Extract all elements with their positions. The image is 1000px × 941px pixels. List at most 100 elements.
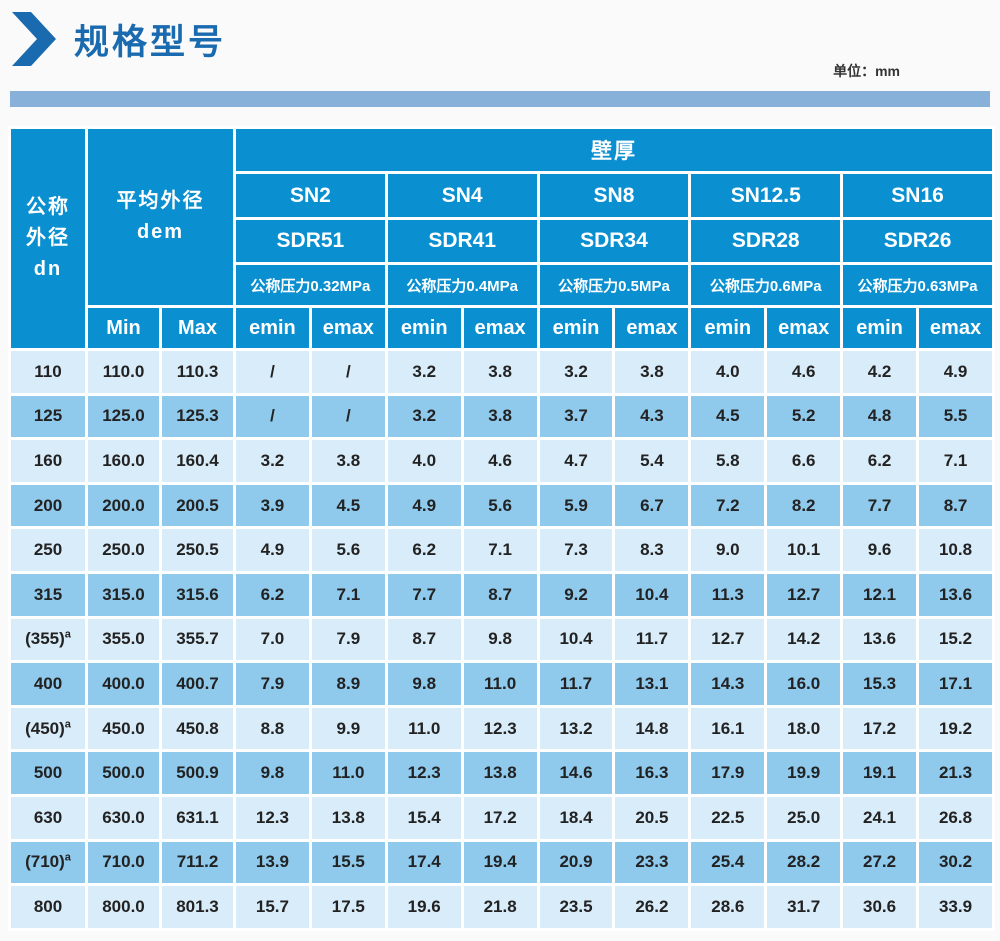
cell-value: 11.0 [386, 706, 462, 751]
header-dem-line2: dem [88, 217, 233, 248]
cell-value: 4.3 [614, 394, 690, 439]
cell-max: 500.9 [161, 751, 235, 796]
cell-min: 355.0 [87, 617, 161, 662]
cell-value: 3.8 [462, 394, 538, 439]
cell-value: 19.9 [766, 751, 842, 796]
cell-dn: (450)a [10, 706, 87, 751]
cell-value: 9.2 [538, 572, 614, 617]
cell-value: 14.8 [614, 706, 690, 751]
cell-value: 7.3 [538, 528, 614, 573]
cell-value: 9.8 [235, 751, 311, 796]
cell-value: 27.2 [842, 840, 918, 885]
cell-value: 21.3 [918, 751, 994, 796]
header-emax: emax [766, 307, 842, 350]
cell-value: 19.2 [918, 706, 994, 751]
cell-value: 5.9 [538, 483, 614, 528]
header-min: Min [87, 307, 161, 350]
cell-dn: (355)a [10, 617, 87, 662]
cell-value: 3.7 [538, 394, 614, 439]
header-emax: emax [462, 307, 538, 350]
cell-value: 14.6 [538, 751, 614, 796]
cell-value: 30.2 [918, 840, 994, 885]
cell-value: 7.7 [842, 483, 918, 528]
header-emin: emin [235, 307, 311, 350]
header-dn-line2: 外径 [11, 223, 85, 254]
cell-dn: 500 [10, 751, 87, 796]
header-emin: emin [538, 307, 614, 350]
cell-value: 8.9 [310, 662, 386, 707]
cell-value: 19.4 [462, 840, 538, 885]
cell-min: 110.0 [87, 350, 161, 395]
cell-dn: 800 [10, 885, 87, 930]
cell-value: 7.7 [386, 572, 462, 617]
cell-max: 400.7 [161, 662, 235, 707]
cell-max: 801.3 [161, 885, 235, 930]
cell-dn: (710)a [10, 840, 87, 885]
cell-max: 711.2 [161, 840, 235, 885]
table-row: 250250.0250.54.95.66.27.17.38.39.010.19.… [10, 528, 994, 573]
cell-value: 20.5 [614, 795, 690, 840]
unit-label: 单位：mm [833, 61, 900, 81]
cell-dn-superscript: a [65, 852, 71, 864]
table-row: (355)a355.0355.77.07.98.79.810.411.712.7… [10, 617, 994, 662]
cell-value: 19.6 [386, 885, 462, 930]
cell-value: 5.4 [614, 439, 690, 484]
cell-value: 12.3 [235, 795, 311, 840]
cell-value: 19.1 [842, 751, 918, 796]
cell-value: 13.6 [842, 617, 918, 662]
cell-value: 7.2 [690, 483, 766, 528]
cell-dn: 630 [10, 795, 87, 840]
cell-value: 22.5 [690, 795, 766, 840]
accent-bar [10, 91, 990, 107]
cell-value: 3.8 [462, 350, 538, 395]
cell-value: 8.2 [766, 483, 842, 528]
header-emin: emin [386, 307, 462, 350]
cell-value: 3.2 [538, 350, 614, 395]
cell-value: 4.6 [766, 350, 842, 395]
cell-value: 17.5 [310, 885, 386, 930]
cell-min: 200.0 [87, 483, 161, 528]
cell-value: 7.9 [235, 662, 311, 707]
cell-dn: 250 [10, 528, 87, 573]
cell-value: 5.5 [918, 394, 994, 439]
cell-value: 5.2 [766, 394, 842, 439]
cell-value: 14.2 [766, 617, 842, 662]
header-sdr: SDR26 [842, 219, 994, 264]
cell-value: 17.1 [918, 662, 994, 707]
header-pressure: 公称压力0.6MPa [690, 264, 842, 307]
cell-value: 13.1 [614, 662, 690, 707]
cell-value: 4.8 [842, 394, 918, 439]
header-pressure: 公称压力0.5MPa [538, 264, 690, 307]
cell-value: 15.5 [310, 840, 386, 885]
cell-value: 13.8 [462, 751, 538, 796]
cell-value: 7.1 [918, 439, 994, 484]
cell-value: 17.9 [690, 751, 766, 796]
table-row: (450)a450.0450.88.89.911.012.313.214.816… [10, 706, 994, 751]
cell-min: 400.0 [87, 662, 161, 707]
cell-value: / [310, 394, 386, 439]
cell-value: 16.1 [690, 706, 766, 751]
cell-value: 5.6 [310, 528, 386, 573]
cell-value: 15.7 [235, 885, 311, 930]
cell-min: 250.0 [87, 528, 161, 573]
cell-value: 17.4 [386, 840, 462, 885]
table-row: 125125.0125.3//3.23.83.74.34.55.24.85.5 [10, 394, 994, 439]
header-emax: emax [614, 307, 690, 350]
cell-value: 8.7 [386, 617, 462, 662]
header-pressure: 公称压力0.4MPa [386, 264, 538, 307]
cell-min: 315.0 [87, 572, 161, 617]
cell-value: 25.4 [690, 840, 766, 885]
cell-value: 4.2 [842, 350, 918, 395]
cell-value: 13.8 [310, 795, 386, 840]
cell-max: 125.3 [161, 394, 235, 439]
cell-value: 13.6 [918, 572, 994, 617]
cell-min: 125.0 [87, 394, 161, 439]
cell-max: 250.5 [161, 528, 235, 573]
header-emin: emin [842, 307, 918, 350]
cell-value: 6.6 [766, 439, 842, 484]
cell-min: 500.0 [87, 751, 161, 796]
cell-value: 8.3 [614, 528, 690, 573]
table-body: 110110.0110.3//3.23.83.23.84.04.64.24.91… [10, 350, 994, 930]
page-title: 规格型号 [74, 14, 226, 65]
cell-value: 14.3 [690, 662, 766, 707]
